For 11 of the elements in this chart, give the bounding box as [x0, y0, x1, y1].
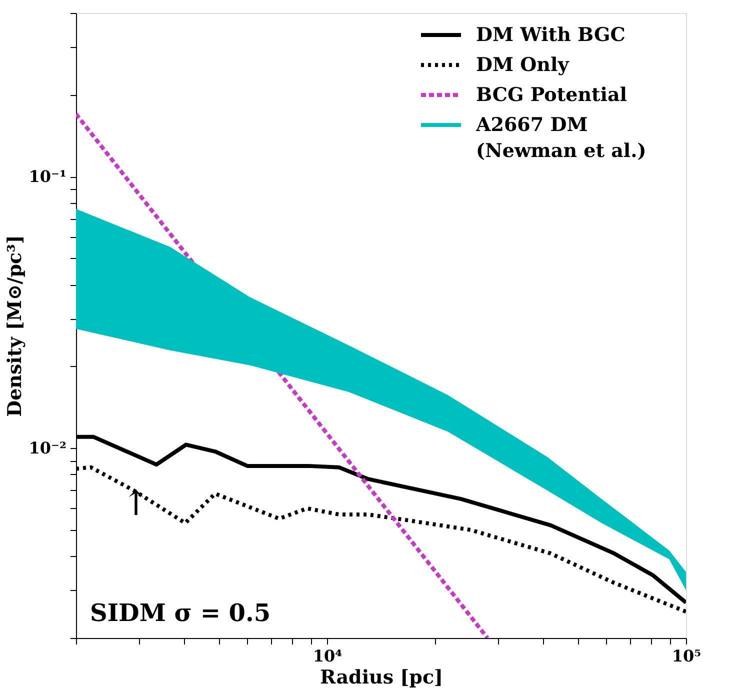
legend-label: A2667 DM (Newman et al.) [475, 114, 646, 162]
y-tick-label: 10⁻¹ [28, 167, 66, 186]
legend-label: DM Only [476, 54, 570, 76]
y-axis-title: Density [M⊙/pc³] [4, 235, 26, 417]
x-tick-label: 10⁴ [312, 646, 342, 666]
annotation: SIDM σ = 0.5 [90, 598, 271, 627]
x-tick-label: 10⁵ [672, 646, 702, 666]
x-axis-title: Radius [pc] [320, 666, 443, 688]
y-tick-label: 10⁻² [28, 438, 66, 458]
legend-label: DM With BGC [476, 24, 626, 46]
legend-label: BCG Potential [476, 84, 628, 106]
